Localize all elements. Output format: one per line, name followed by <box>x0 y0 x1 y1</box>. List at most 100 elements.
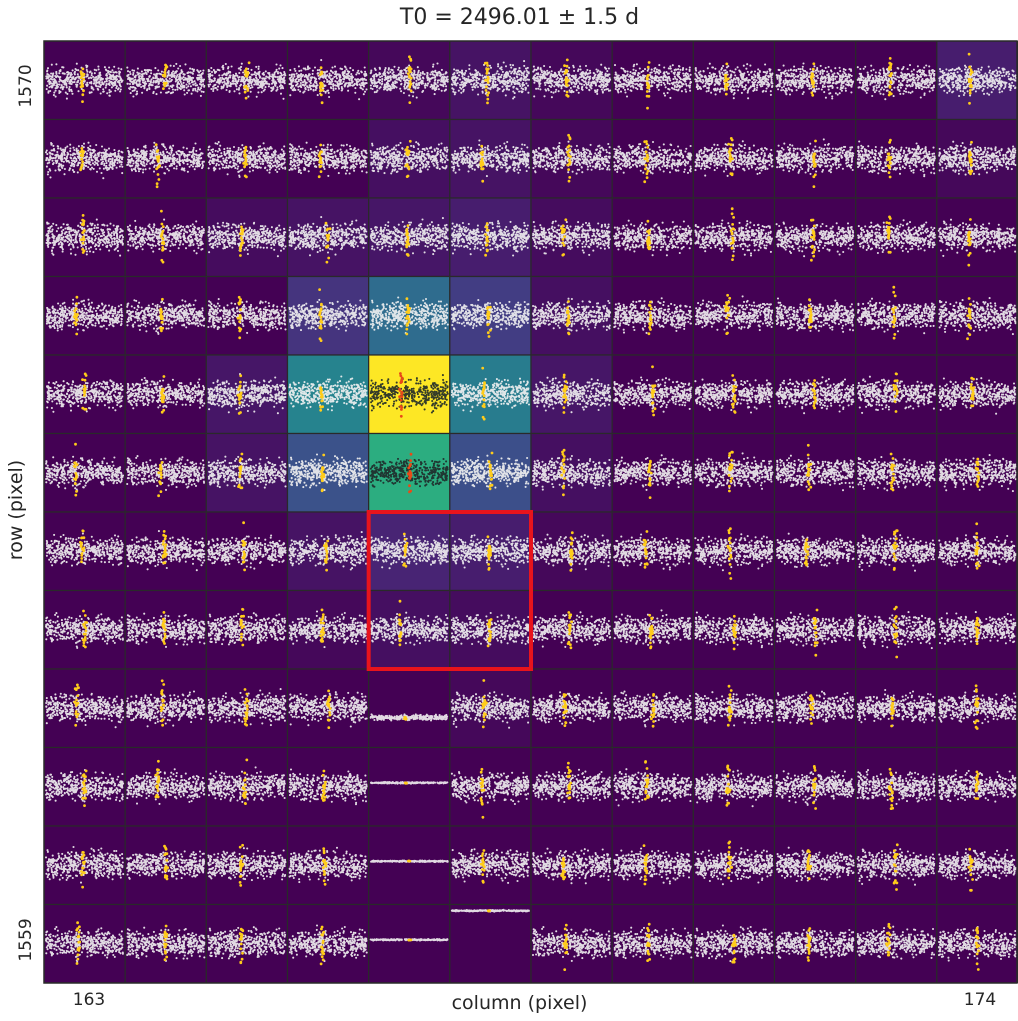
flux-points <box>45 532 124 567</box>
pixel-background <box>368 668 451 749</box>
flux-points <box>288 216 368 257</box>
flux-points <box>938 611 1017 646</box>
in-transit-points <box>727 450 734 493</box>
pixel-cell-r1559-c164 <box>124 903 207 983</box>
pixel-cell-r1561-c168 <box>449 746 532 827</box>
pixel-background <box>449 903 532 983</box>
flux-points <box>532 454 612 491</box>
pixel-cell-r1562-c173 <box>855 668 938 749</box>
in-transit-points <box>239 607 246 647</box>
flux-points <box>694 452 774 490</box>
in-transit-points <box>238 843 245 887</box>
flux-points <box>938 769 1018 803</box>
pixel-cell-r1564-c165 <box>205 511 289 592</box>
flux-points <box>451 534 530 570</box>
flux-points <box>856 688 936 727</box>
in-transit-points <box>242 145 249 179</box>
pixel-cell-r1568-c172 <box>773 197 857 278</box>
flux-points <box>45 687 125 729</box>
in-transit-points <box>811 379 817 410</box>
in-transit-points <box>402 532 409 568</box>
in-transit-points <box>72 295 79 336</box>
pixel-cell-r1570-c168 <box>449 41 532 121</box>
flux-points <box>937 534 1017 568</box>
pixel-cell-r1570-c164 <box>124 41 207 121</box>
in-transit-points <box>810 218 817 262</box>
pixel-cell-r1563-c164 <box>124 589 207 670</box>
in-transit-points <box>563 58 570 98</box>
in-transit-points <box>642 844 649 886</box>
pixel-cell-r1565-c174 <box>936 432 1018 513</box>
in-transit-points <box>154 759 161 799</box>
pixel-cell-r1561-c167 <box>368 746 451 827</box>
pixel-cell-r1565-c164 <box>124 432 207 513</box>
pixel-cell-r1568-c164 <box>124 197 207 278</box>
in-transit-points <box>807 298 813 329</box>
flux-points <box>126 530 206 572</box>
pixel-cell-r1566-c174 <box>936 354 1018 435</box>
in-transit-points <box>236 374 243 415</box>
pixel-cell-r1568-c171 <box>692 197 776 278</box>
flux-points <box>613 609 692 646</box>
in-transit-points <box>730 374 738 414</box>
pixel-cell-r1566-c164 <box>124 354 207 435</box>
pixel-cell-r1569-c169 <box>530 118 613 199</box>
flux-points <box>694 295 774 332</box>
pixel-cell-r1566-c172 <box>773 354 857 435</box>
pixel-cell-r1559-c167 <box>368 903 451 983</box>
pixel-cell-r1564-c172 <box>773 511 857 592</box>
in-transit-points <box>405 224 411 257</box>
pixel-cell-r1559-c163 <box>44 903 126 983</box>
flux-points <box>775 690 855 724</box>
pixel-cell-r1565-c165 <box>205 432 289 513</box>
pixel-cell-r1565-c167 <box>368 432 451 513</box>
in-transit-points <box>159 297 165 333</box>
plot-frame <box>43 40 1018 984</box>
in-transit-points <box>160 375 166 414</box>
in-transit-points <box>403 715 408 721</box>
flux-points <box>288 924 368 963</box>
in-transit-points <box>967 140 974 176</box>
flux-points <box>288 141 368 177</box>
flux-points <box>369 611 449 646</box>
pixel-cell-r1563-c168 <box>449 589 532 670</box>
in-transit-points <box>967 847 975 892</box>
flux-points <box>45 768 125 803</box>
flux-points <box>369 296 449 335</box>
in-transit-points <box>646 219 652 251</box>
in-transit-points <box>163 924 169 962</box>
in-transit-points <box>566 761 573 800</box>
pixel-cells <box>44 41 1018 983</box>
pixel-cell-r1566-c171 <box>692 354 776 435</box>
pixel-cell-r1562-c170 <box>611 668 694 749</box>
in-transit-points <box>479 767 486 819</box>
in-transit-points <box>886 138 893 179</box>
in-transit-points <box>479 144 485 183</box>
pixel-cell-r1570-c169 <box>530 41 613 121</box>
pixel-cell-r1560-c169 <box>530 825 613 906</box>
in-transit-points <box>81 609 89 649</box>
in-transit-points <box>81 769 88 807</box>
pixel-cell-r1560-c173 <box>855 825 938 906</box>
pixel-cell-r1560-c166 <box>286 825 370 906</box>
pixel-cell-r1563-c171 <box>692 589 776 670</box>
pixel-cell-r1564-c168 <box>449 511 532 592</box>
flux-points <box>937 218 1017 257</box>
pixel-background <box>124 668 207 749</box>
pixel-cell-r1559-c169 <box>530 903 613 983</box>
pixel-cell-r1563-c173 <box>855 589 938 670</box>
in-transit-points <box>723 62 730 96</box>
pixel-cell-r1567-c169 <box>530 275 613 356</box>
in-transit-points <box>404 139 412 178</box>
pixel-cell-r1560-c167 <box>368 825 451 906</box>
in-transit-points <box>320 453 326 493</box>
pixel-cell-r1563-c169 <box>530 589 613 670</box>
flux-points <box>126 768 206 805</box>
in-transit-points <box>241 521 247 572</box>
flux-points <box>613 847 692 885</box>
flux-points <box>207 766 286 803</box>
flux-points <box>694 219 773 257</box>
pixel-cell-r1567-c172 <box>773 275 857 356</box>
pixel-cell-r1566-c165 <box>205 354 289 435</box>
pixel-cell-r1561-c170 <box>611 746 694 827</box>
